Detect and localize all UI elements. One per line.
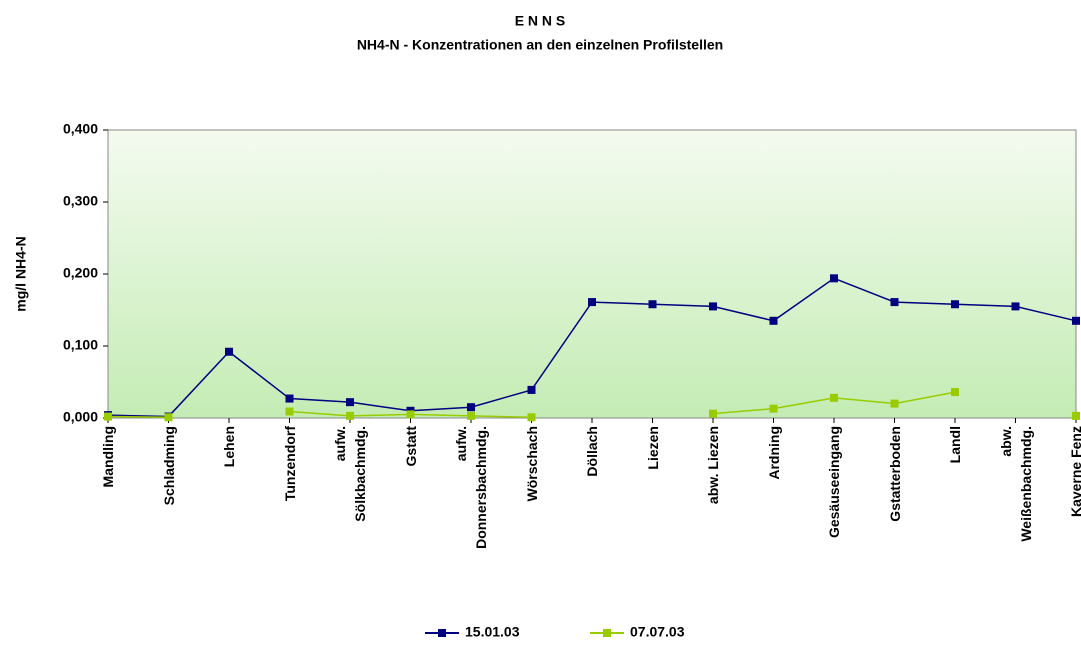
x-tick-label: abw. Weißenbachmdg. <box>997 426 1034 542</box>
point <box>588 298 596 307</box>
x-tick-label: Tunzendorf <box>281 426 298 502</box>
point <box>104 412 112 421</box>
point <box>285 407 294 416</box>
x-tick-label: Döllach <box>584 426 600 477</box>
point <box>1072 411 1080 420</box>
point <box>1011 302 1020 311</box>
point <box>346 398 354 407</box>
point <box>285 394 294 403</box>
x-tick-label: Wörschach <box>523 426 540 502</box>
point <box>467 403 475 412</box>
series-line <box>107 415 169 419</box>
x-tick-label: Lehen <box>221 426 237 468</box>
point <box>830 274 838 283</box>
point <box>527 413 536 422</box>
point <box>890 399 899 408</box>
point <box>890 298 899 307</box>
y-tick-label: 0,300 <box>63 193 98 209</box>
x-tick-label: Gstatterboden <box>886 426 903 522</box>
x-tick-label: Gstatt <box>402 426 419 467</box>
x-tick-label: Landl <box>947 426 963 464</box>
chart-title: E N N S <box>515 13 566 29</box>
x-tick-label: abw. Liezen <box>705 426 721 505</box>
x-tick-label: aufw. Donnersbachmdg. <box>453 426 489 549</box>
point <box>951 388 959 397</box>
point <box>648 300 657 309</box>
chart-subtitle: NH4-N - Konzentrationen an den einzelnen… <box>357 37 723 53</box>
legend-label: 07.07.03 <box>630 624 685 640</box>
point <box>830 393 838 402</box>
point <box>769 316 778 325</box>
x-tick-label: aufw. Sölkbachmdg. <box>332 426 368 522</box>
point <box>769 404 778 413</box>
point <box>709 302 717 311</box>
point <box>1072 316 1080 325</box>
x-tick-label: Liezen <box>644 426 661 470</box>
point <box>951 300 959 309</box>
y-tick-label: 0,100 <box>63 337 98 353</box>
x-tick-label: Schladming <box>160 426 177 506</box>
point <box>225 347 233 356</box>
point <box>709 409 717 418</box>
y-tick-label: 0,400 <box>63 121 98 137</box>
point <box>406 410 415 419</box>
x-tick-label: Mandling <box>100 426 116 488</box>
x-tick-label: Gesäuseeingang <box>826 426 842 539</box>
legend-marker <box>603 629 611 637</box>
point <box>467 411 475 420</box>
plot-area <box>107 129 1077 419</box>
x-tick-label: Ardning <box>765 426 782 480</box>
point <box>346 411 354 420</box>
legend-label: 15.01.03 <box>465 624 520 640</box>
y-tick-label: 0,200 <box>63 265 98 281</box>
point <box>164 413 173 422</box>
y-axis-label: mg/l NH4-N <box>13 236 29 311</box>
legend-marker <box>438 629 446 637</box>
y-tick-label: 0,000 <box>63 409 98 425</box>
point <box>527 385 536 394</box>
x-tick-label: Kaverne Fenz <box>1068 426 1081 518</box>
